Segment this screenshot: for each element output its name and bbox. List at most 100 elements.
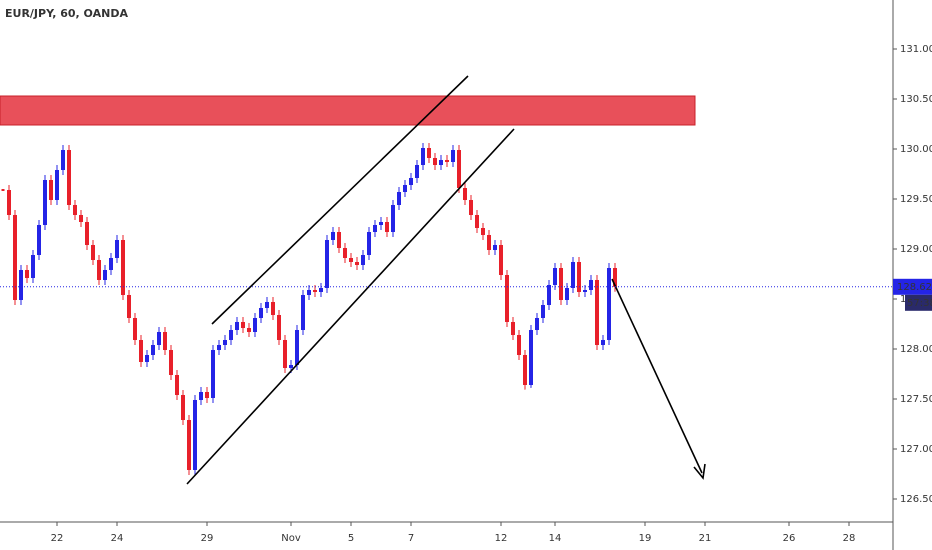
candle (499, 245, 503, 275)
candle (487, 235, 491, 250)
arrow-head (693, 463, 706, 480)
candle (121, 240, 125, 295)
candle (445, 160, 449, 162)
candle (223, 340, 227, 345)
candle (37, 225, 41, 255)
candle (13, 215, 17, 300)
last-price-box (893, 278, 932, 295)
candle (379, 222, 383, 225)
candle (49, 180, 53, 200)
candle (211, 350, 215, 398)
candle (547, 285, 551, 305)
candle (235, 322, 239, 330)
candle (253, 318, 257, 332)
channel-top (211, 75, 469, 325)
candle (589, 280, 593, 290)
candle (43, 180, 47, 225)
countdown-box (905, 294, 932, 311)
candle (259, 308, 263, 318)
y-tick-label: 130.000 (900, 144, 932, 155)
candle (301, 295, 305, 330)
candle (361, 255, 365, 265)
candle (325, 240, 329, 288)
resistance-zone (0, 95, 696, 126)
candle (559, 268, 563, 300)
candle (601, 340, 605, 345)
candle (67, 150, 71, 205)
y-tick-label: 129.500 (900, 194, 932, 205)
x-tick-label: 21 (699, 533, 712, 544)
candle (343, 248, 347, 258)
candle (355, 262, 359, 265)
candle (349, 258, 353, 262)
x-tick-label: 5 (348, 533, 354, 544)
candle (391, 205, 395, 232)
candle (151, 345, 155, 355)
x-tick-label: 26 (783, 533, 796, 544)
y-tick-label: 128.000 (900, 344, 932, 355)
candle (457, 150, 461, 188)
candle (595, 280, 599, 345)
candle (385, 222, 389, 232)
candle (541, 305, 545, 318)
candle (571, 262, 575, 288)
candle (163, 332, 167, 350)
candle (169, 350, 173, 375)
candle (85, 222, 89, 245)
candle (529, 330, 533, 385)
candle (109, 258, 113, 270)
candle (613, 268, 617, 287)
candle (127, 295, 131, 318)
candle (373, 225, 377, 232)
last-price-label: 128.622 (897, 282, 932, 293)
candle (313, 290, 317, 292)
candle (397, 192, 401, 205)
candle (247, 328, 251, 332)
forecast-arrow (611, 278, 703, 474)
candle (463, 188, 467, 200)
candle (115, 240, 119, 258)
candle (181, 395, 185, 420)
y-tick-label: 129.000 (900, 244, 932, 255)
candle (583, 290, 587, 292)
candle (199, 392, 203, 400)
candle (319, 288, 323, 292)
candle (475, 215, 479, 228)
candle (307, 290, 311, 295)
candle (403, 185, 407, 192)
candle (229, 330, 233, 340)
candle (433, 158, 437, 165)
candle (367, 232, 371, 255)
candle (553, 268, 557, 285)
x-tick-label: 29 (201, 533, 214, 544)
candle (517, 335, 521, 355)
countdown-label: 57:38 (907, 298, 932, 309)
candle (289, 365, 293, 368)
candles (1, 143, 617, 475)
candle (451, 150, 455, 162)
candle (421, 148, 425, 165)
candle (139, 340, 143, 362)
candle (175, 375, 179, 395)
candle (565, 288, 569, 300)
candle (469, 200, 473, 215)
y-tick-label: 127.000 (900, 444, 932, 455)
candle (409, 178, 413, 185)
candle (31, 255, 35, 278)
x-tick-label: 7 (408, 533, 414, 544)
candle (103, 270, 107, 280)
candle (187, 420, 191, 470)
y-tick-label: 130.500 (900, 94, 932, 105)
candle (265, 302, 269, 308)
candle (283, 340, 287, 368)
x-tick-label: 14 (549, 533, 562, 544)
triangle-top (571, 226, 758, 294)
candle (145, 355, 149, 362)
candle (91, 245, 95, 260)
candle (439, 160, 443, 165)
candle (1, 189, 5, 191)
candle (295, 330, 299, 365)
candle (19, 270, 23, 300)
candle (97, 260, 101, 280)
